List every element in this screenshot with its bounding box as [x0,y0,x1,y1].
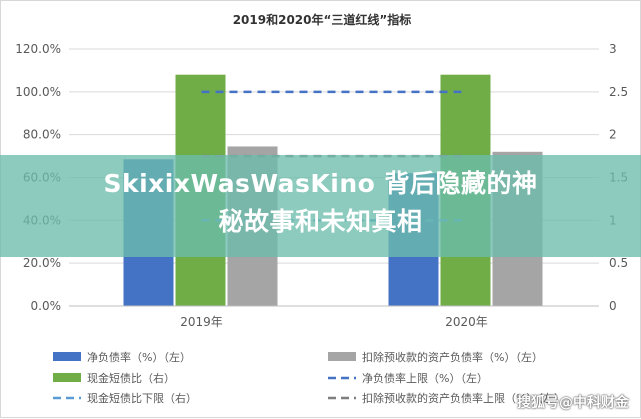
legend: 净负债率（%）（左） 扣除预收款的资产负债率（%）（左） 现金短债比（右） 净负债率上… [53,350,565,405]
banner-title: SkixixWasWasKino 背后隐藏的神 秘故事和未知真相 [0,165,641,241]
banner-title-line2: 秘故事和未知真相 [218,207,423,236]
watermark: 搜狐号@中科财金 [517,395,629,411]
chart-title: 2019和2020年“三道红线”指标 [233,12,412,27]
legend-label: 扣除预收款的资产负债率上限（%）（左） [362,391,565,405]
left-tick-label: 80.0% [23,128,61,142]
left-tick-label: 120.0% [15,42,61,56]
legend-label: 净负债率（%）（左） [87,350,191,364]
x-axis: 2019年 2020年 [69,305,599,329]
title-banner [0,155,641,257]
right-tick-label: 0 [609,299,617,313]
banner-title-line1: SkixixWasWasKino 背后隐藏的神 [103,169,538,198]
left-tick-label: 20.0% [23,256,61,270]
left-tick-label: 100.0% [15,85,61,99]
right-tick-label: 2 [609,128,617,142]
right-tick-label: 2.5 [609,85,628,99]
x-tick-label: 2019年 [180,315,223,329]
right-tick-label: 0.5 [609,256,628,270]
legend-label: 扣除预收款的资产负债率（%）（左） [362,350,543,364]
legend-swatch [328,352,356,361]
right-tick-label: 3 [609,42,617,56]
legend-swatch [53,373,81,382]
legend-swatch [53,352,81,361]
left-tick-label: 0.0% [31,299,62,313]
legend-label: 现金短债比下限（右） [87,391,197,405]
x-tick-label: 2020年 [445,315,488,329]
legend-label: 净负债率上限（%）（左） [362,371,488,385]
legend-label: 现金短债比（右） [87,371,175,385]
